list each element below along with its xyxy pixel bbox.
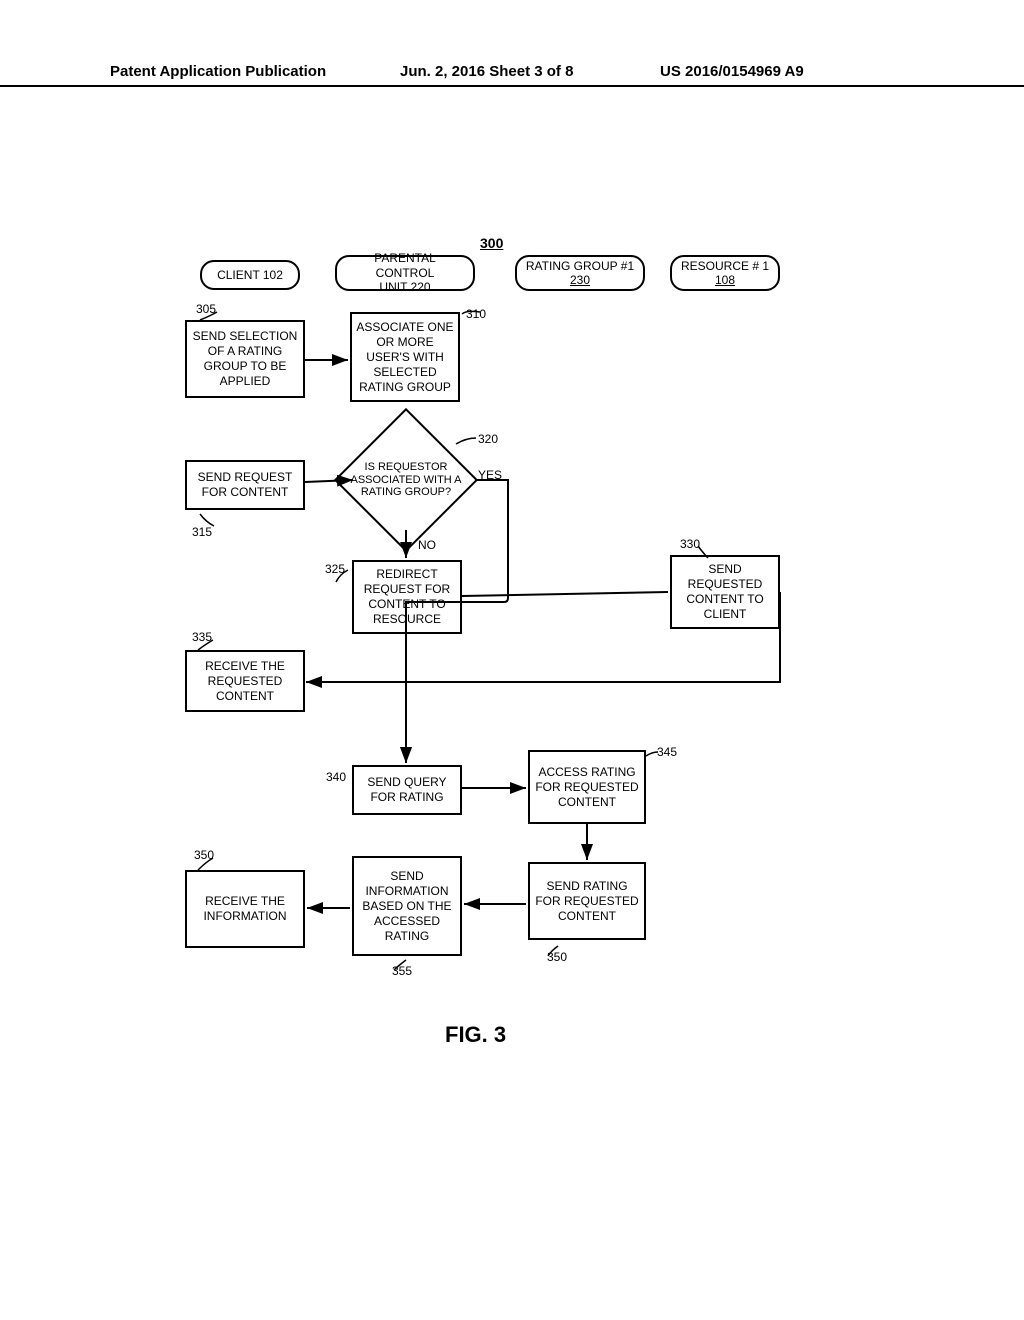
figure-caption: FIG. 3 <box>445 1022 506 1048</box>
page: Patent Application Publication Jun. 2, 2… <box>0 0 1024 1320</box>
header-right: US 2016/0154969 A9 <box>660 63 804 80</box>
arrows <box>140 190 870 1070</box>
flowchart: CLIENT 102 PARENTAL CONTROL UNIT 220 RAT… <box>140 190 870 1070</box>
page-header: Patent Application Publication Jun. 2, 2… <box>0 85 1024 87</box>
header-left: Patent Application Publication <box>110 63 326 80</box>
header-mid: Jun. 2, 2016 Sheet 3 of 8 <box>400 63 573 80</box>
